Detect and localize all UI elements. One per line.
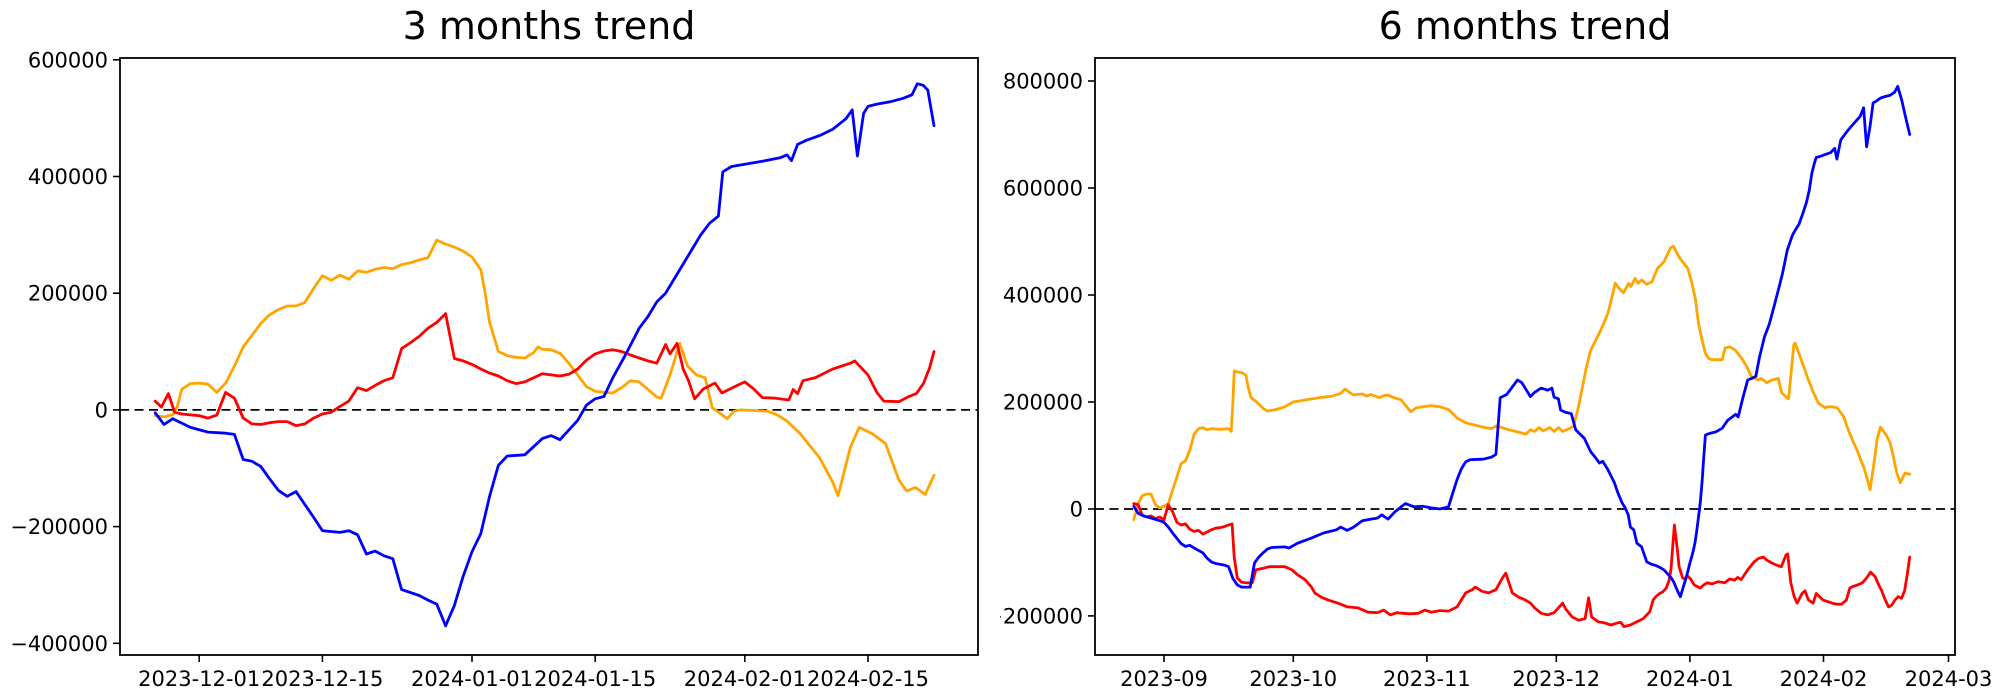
y-tick-label: 600000 [1003, 177, 1083, 201]
three-months-chart: 3 months trend 600000 400000 200000 0 −20000… [10, 4, 979, 691]
y-tick-label: −400000 [10, 632, 108, 656]
x-tick-label: 2024-01-15 [534, 667, 656, 691]
x-tick-label: 2023-11 [1383, 667, 1471, 691]
plot-area [1095, 58, 1955, 655]
y-tick-label: 800000 [1003, 70, 1083, 94]
x-tick-label: 2023-12-15 [261, 667, 383, 691]
series-red [1132, 502, 1912, 628]
x-tick-label: 2024-03 [1905, 667, 1993, 691]
y-tick-label: 200000 [1003, 391, 1083, 415]
series-orange [153, 238, 936, 498]
series-blue [153, 82, 936, 628]
y-tick-label: 400000 [1003, 284, 1083, 308]
chart-svg-1: 800000 600000 400000 200000 0 −200000 2023-09 2… [1000, 57, 1993, 691]
axes-border [119, 57, 979, 656]
axes-border [1094, 57, 1956, 656]
x-tick-label: 2023-12 [1512, 667, 1600, 691]
y-tick-label: 0 [1070, 498, 1083, 522]
y-tick-label: 400000 [28, 165, 108, 189]
x-tick-label: 2023-09 [1120, 667, 1208, 691]
y-tick-label: 600000 [28, 48, 108, 72]
x-tick-label: 2024-02-01 [684, 667, 806, 691]
x-tick-label: 2024-01 [1646, 667, 1734, 691]
chart-title-right: 6 months trend [1378, 4, 1672, 48]
y-tick-label: −200000 [1000, 604, 1083, 628]
y-tick-label: 200000 [28, 282, 108, 306]
plot-area [120, 58, 978, 655]
x-tick-label: 2024-02 [1780, 667, 1868, 691]
series-blue [1132, 85, 1912, 599]
x-tick-label: 2024-01-01 [411, 667, 533, 691]
series-red [153, 312, 936, 428]
x-tick-label: 2024-02-15 [807, 667, 929, 691]
chart-title-left: 3 months trend [402, 4, 696, 48]
y-tick-label: 0 [95, 398, 108, 422]
chart-svg-0: 600000 400000 200000 0 −200000 −400000 2023-12… [10, 48, 979, 691]
six-months-chart: 6 months trend 800000 600000 400000 200000 0… [1000, 0, 2000, 700]
y-tick-label: −200000 [10, 515, 108, 539]
x-tick-label: 2023-12-01 [138, 667, 260, 691]
x-tick-label: 2023-10 [1249, 667, 1337, 691]
